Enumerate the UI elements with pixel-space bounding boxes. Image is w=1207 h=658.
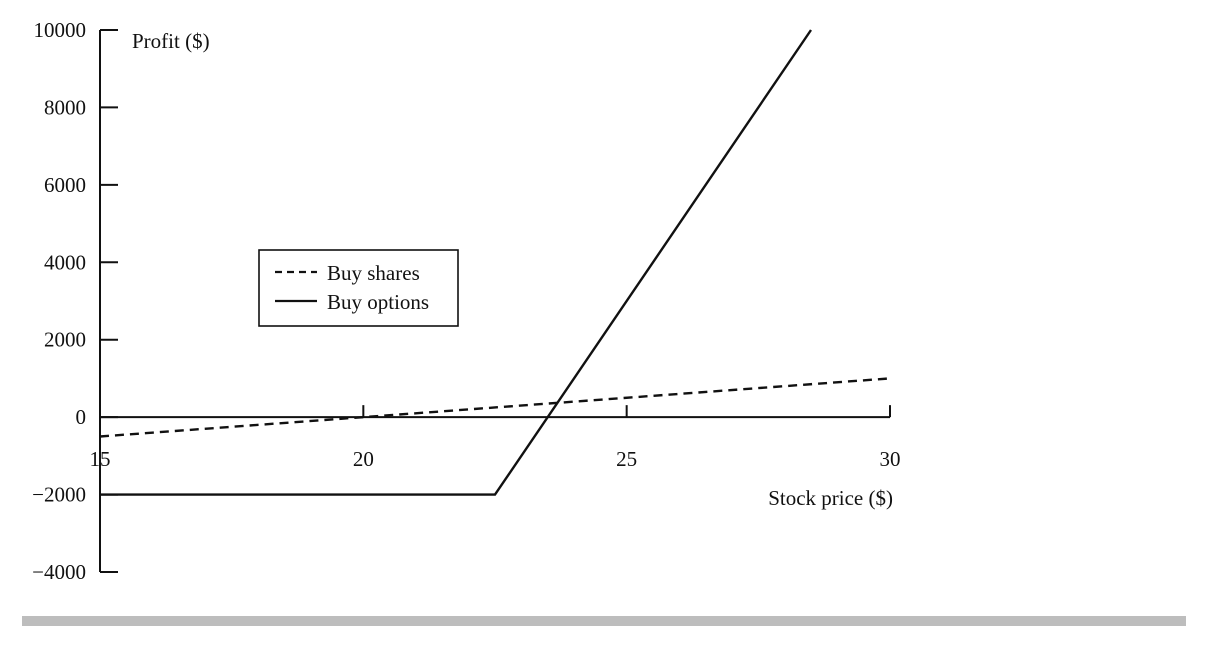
- axes: [99, 30, 890, 572]
- y-tick-label: 6000: [44, 173, 86, 197]
- bottom-divider: [22, 616, 1186, 626]
- y-tick-label: 2000: [44, 328, 86, 352]
- y-axis-title: Profit ($): [132, 29, 210, 53]
- y-tick-label: −4000: [32, 560, 86, 584]
- legend-label-buy-options: Buy options: [327, 290, 429, 314]
- x-tick-label: 30: [880, 447, 901, 471]
- legend-label-buy-shares: Buy shares: [327, 261, 420, 285]
- y-tick-label: −2000: [32, 483, 86, 507]
- legend-box: [258, 249, 459, 327]
- ticks-layer: −4000 −2000 0 2000 4000 6000 8000 10000 15 20 25 30: [32, 18, 900, 584]
- y-tick-label: 0: [76, 405, 87, 429]
- series-line-buy-shares: [99, 377, 891, 438]
- series-line-buy-options: [100, 29, 812, 496]
- y-tick-label: 10000: [34, 18, 87, 42]
- series-layer: [99, 29, 891, 496]
- x-tick-label: 25: [616, 447, 637, 471]
- y-tick-label: 8000: [44, 95, 86, 119]
- y-tick-label: 4000: [44, 250, 86, 274]
- x-tick-label: 15: [90, 447, 111, 471]
- x-tick-label: 20: [353, 447, 374, 471]
- x-axis-title: Stock price ($): [768, 486, 893, 510]
- legend: Buy shares Buy options: [258, 249, 459, 327]
